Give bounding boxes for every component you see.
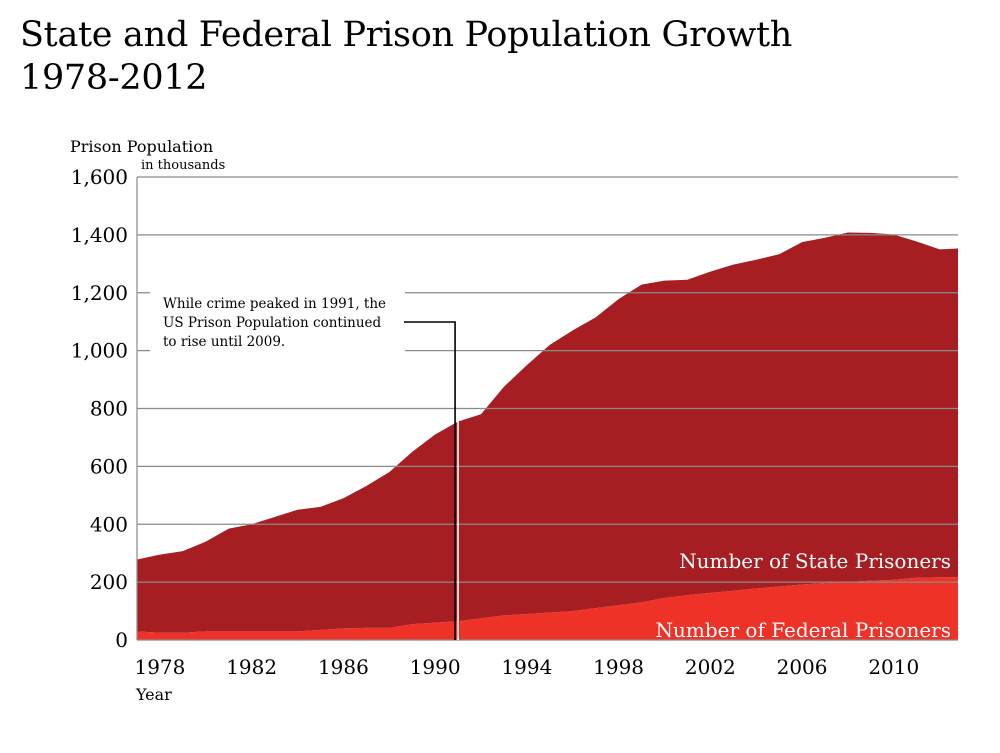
number-of-federal-prisoners-label: Number of Federal Prisoners xyxy=(656,618,951,642)
y-tick-label: 1,200 xyxy=(71,281,128,305)
number-of-state-prisoners-label: Number of State Prisoners xyxy=(679,549,951,573)
number-of-federal-prisoners-area xyxy=(137,577,958,640)
y-tick-label: 1,600 xyxy=(71,165,128,189)
x-axis-tick-labels: 1978 1982 1986 1990 1994 1998 2002 2006 2010 xyxy=(134,655,919,679)
annotation-text: US Prison Population continued xyxy=(163,315,382,331)
y-tick-label: 800 xyxy=(90,397,128,421)
series-labels: Number of Federal Prisoners Number of Sta… xyxy=(656,549,951,642)
chart-title: State and Federal Prison Population Grow… xyxy=(20,14,792,100)
number-of-state-prisoners-area xyxy=(137,232,958,633)
x-tick-label: 1998 xyxy=(593,655,644,679)
annotation-text: While crime peaked in 1991, the xyxy=(163,296,386,312)
y-tick-label: 0 xyxy=(115,628,128,652)
annotation-box xyxy=(150,291,405,353)
x-tick-label: 1986 xyxy=(318,655,369,679)
annotation-text: to rise until 2009. xyxy=(163,334,285,350)
y-tick-label: 1,400 xyxy=(71,223,128,247)
gridlines xyxy=(136,176,958,641)
chart-title-line-2: 1978-2012 xyxy=(20,58,208,98)
x-tick-label: 2006 xyxy=(777,655,828,679)
y-tick-label: 200 xyxy=(90,570,128,594)
y-axis-label: Prison Population xyxy=(70,137,213,156)
y-axis-tick-labels: 0 200 400 600 800 1,000 1,200 1,400 1,600 xyxy=(71,165,128,652)
x-tick-label: 1978 xyxy=(134,655,185,679)
annotation: While crime peaked in 1991, the US Prison… xyxy=(150,291,459,640)
y-tick-label: 400 xyxy=(90,512,128,536)
x-tick-label: 2002 xyxy=(685,655,736,679)
y-axis-sublabel: in thousands xyxy=(141,158,225,173)
x-tick-label: 1990 xyxy=(410,655,461,679)
y-tick-label: 600 xyxy=(90,454,128,478)
y-tick-label: 1,000 xyxy=(71,339,128,363)
x-tick-label: 1994 xyxy=(501,655,552,679)
annotation-leader-line xyxy=(404,321,456,640)
x-tick-label: 2010 xyxy=(868,655,919,679)
x-axis-label: Year xyxy=(135,685,172,704)
x-tick-label: 1982 xyxy=(226,655,277,679)
chart-title-line-1: State and Federal Prison Population Grow… xyxy=(20,15,792,55)
area-series-group xyxy=(137,232,958,640)
